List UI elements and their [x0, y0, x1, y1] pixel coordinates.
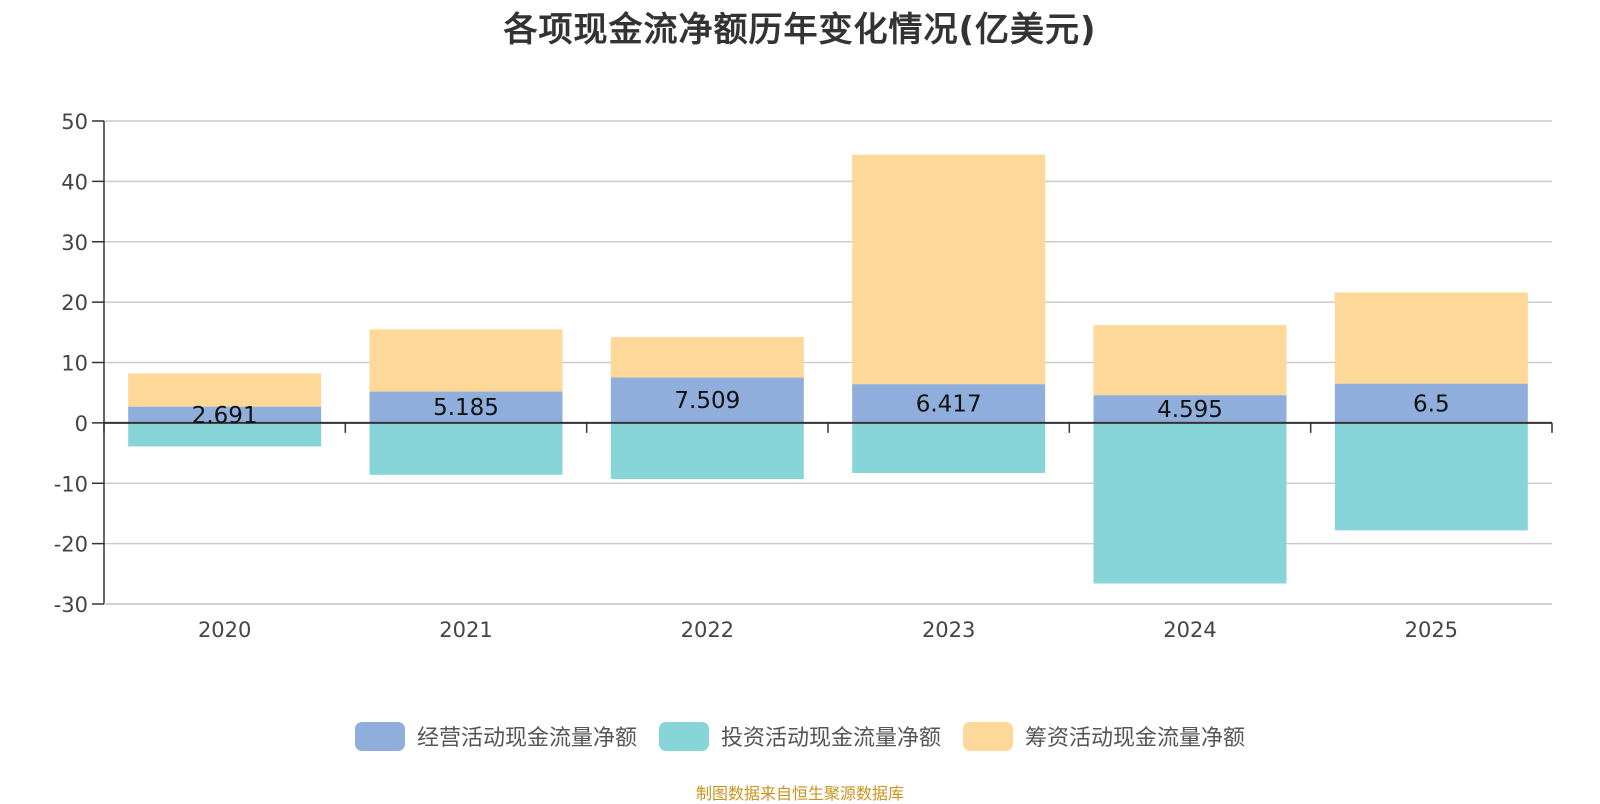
y-tick-label: -30 [54, 593, 88, 617]
data-label: 7.509 [674, 388, 740, 414]
data-label: 4.595 [1157, 397, 1223, 423]
bar-segment-investing[interactable] [128, 422, 322, 447]
bars [128, 154, 1528, 584]
bar-segment-investing[interactable] [1093, 422, 1287, 584]
gridlines [104, 120, 1552, 605]
y-tick-label: -10 [54, 472, 88, 496]
legend-label-financing: 筹资活动现金流量净额 [1025, 726, 1246, 751]
axes: 50 40 30 20 10 0 -10 -20 -30 2020 2021 2022 2023 2024… [54, 110, 1553, 642]
legend-label-operating: 经营活动现金流量净额 [416, 726, 637, 751]
data-label: 6.5 [1413, 391, 1450, 417]
x-tick-label: 2022 [681, 618, 734, 642]
bar-segment-financing[interactable] [1093, 325, 1287, 396]
y-tick-label: 0 [75, 412, 88, 436]
bar-chart: 50 40 30 20 10 0 -10 -20 -30 2020 2021 2022 2023 2024… [54, 110, 1553, 642]
y-tick-label: 10 [61, 352, 88, 376]
bar-segment-operating[interactable] [128, 406, 322, 423]
bar-segment-operating[interactable] [369, 391, 563, 423]
bar-segment-investing[interactable] [369, 422, 563, 475]
legend-swatch-investing [658, 721, 709, 751]
data-label: 5.185 [433, 395, 499, 421]
legend-swatch-financing [963, 721, 1013, 751]
data-label: 6.417 [916, 392, 982, 418]
legend-item-financing[interactable]: 筹资活动现金流量净额 [963, 720, 1245, 752]
bar-segment-operating[interactable] [852, 384, 1046, 423]
bar-segment-financing[interactable] [610, 337, 804, 378]
legend-swatch-operating [354, 721, 405, 751]
legend: 经营活动现金流量净额 投资活动现金流量净额 筹资活动现金流量净额 [0, 720, 1600, 752]
y-tick-label: -20 [54, 533, 88, 557]
bar-segment-operating[interactable] [1334, 383, 1528, 423]
legend-label-investing: 投资活动现金流量净额 [720, 726, 941, 751]
y-tick-label: 20 [61, 291, 88, 315]
x-tick-label: 2020 [198, 618, 251, 642]
bar-segment-operating[interactable] [1093, 395, 1287, 423]
y-tick-label: 50 [61, 110, 88, 134]
y-tick-label: 40 [61, 170, 88, 194]
bar-segment-investing[interactable] [610, 422, 804, 480]
data-labels: 2.691 5.185 7.509 6.417 4.595 6.5 [192, 388, 1450, 429]
bar-segment-financing[interactable] [1334, 292, 1528, 384]
legend-item-operating[interactable]: 经营活动现金流量净额 [354, 720, 637, 752]
bar-segment-operating[interactable] [610, 377, 804, 423]
legend-item-investing[interactable]: 投资活动现金流量净额 [658, 720, 941, 752]
chart-title: 各项现金流净额历年变化情况(亿美元) [503, 10, 1097, 50]
data-label: 2.691 [192, 403, 258, 429]
x-tick-label: 2021 [439, 618, 492, 642]
x-tick-label: 2024 [1163, 618, 1216, 642]
x-tick-label: 2025 [1405, 618, 1458, 642]
data-source-note: 制图数据来自恒生聚源数据库 [695, 784, 904, 803]
x-tick-label: 2023 [922, 618, 975, 642]
bar-segment-investing[interactable] [1334, 422, 1528, 531]
bar-segment-financing[interactable] [128, 373, 322, 407]
bar-segment-financing[interactable] [369, 329, 563, 392]
y-tick-label: 30 [61, 231, 88, 255]
bar-segment-financing[interactable] [852, 154, 1046, 385]
bar-segment-investing[interactable] [852, 422, 1046, 473]
